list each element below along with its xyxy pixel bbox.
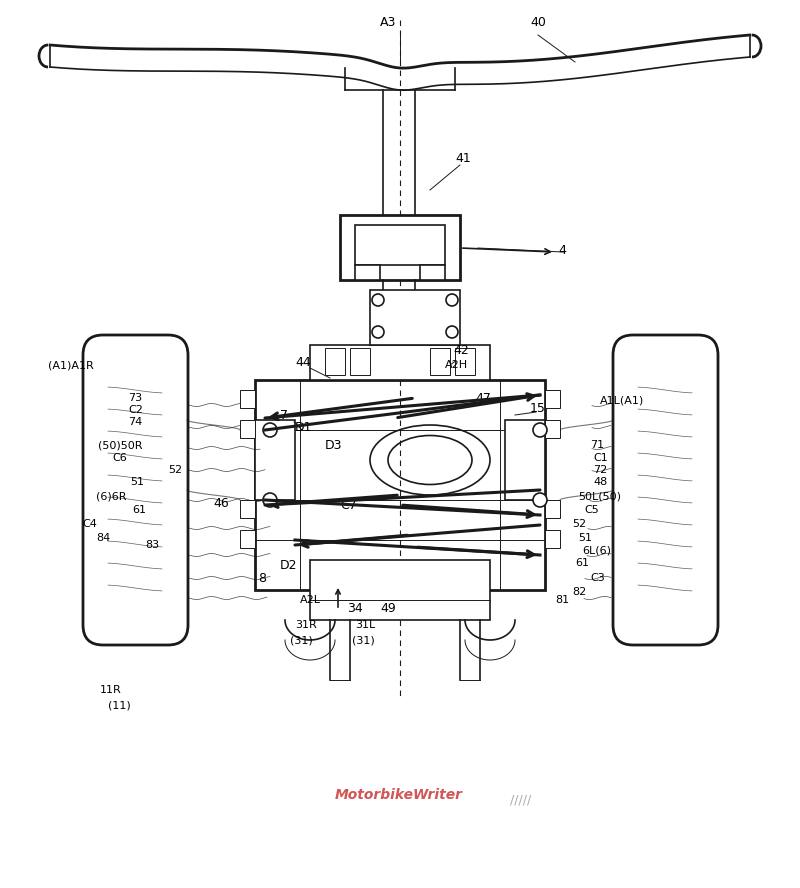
Text: 47: 47: [475, 392, 491, 405]
Bar: [545, 500, 560, 518]
Text: 83: 83: [145, 540, 159, 550]
Text: (A1)A1R: (A1)A1R: [48, 360, 94, 370]
Text: A3: A3: [380, 15, 396, 28]
Text: 41: 41: [455, 152, 470, 164]
Text: A1L(A1): A1L(A1): [600, 395, 644, 405]
Text: C1: C1: [593, 453, 608, 463]
Text: 74: 74: [128, 417, 142, 427]
Bar: [355, 265, 380, 280]
Text: 73: 73: [128, 393, 142, 403]
Text: 44: 44: [295, 355, 310, 369]
Circle shape: [263, 493, 277, 507]
Text: C3: C3: [590, 573, 605, 583]
Text: 31L: 31L: [355, 620, 375, 630]
FancyBboxPatch shape: [613, 335, 718, 645]
Text: 81: 81: [555, 595, 569, 605]
Circle shape: [372, 326, 384, 338]
Text: C5: C5: [584, 505, 598, 515]
Circle shape: [533, 493, 547, 507]
Bar: [240, 500, 255, 518]
Text: A2H: A2H: [445, 360, 468, 370]
Circle shape: [533, 423, 547, 437]
Text: D2: D2: [280, 559, 298, 572]
Text: C7: C7: [340, 498, 357, 511]
Text: D3: D3: [325, 439, 342, 451]
Bar: [545, 530, 560, 548]
Text: 84: 84: [96, 533, 110, 543]
Bar: [240, 420, 255, 438]
Text: A2L: A2L: [300, 595, 321, 605]
Bar: [545, 390, 560, 408]
Circle shape: [446, 294, 458, 306]
Text: 48: 48: [593, 477, 607, 487]
FancyBboxPatch shape: [83, 335, 188, 645]
Bar: [240, 390, 255, 408]
Text: 61: 61: [132, 505, 146, 515]
Text: 52: 52: [168, 465, 182, 475]
Bar: [340, 215, 460, 280]
Text: 15: 15: [530, 401, 546, 415]
Bar: [310, 380, 490, 440]
Text: D1: D1: [295, 421, 313, 433]
Text: 11R: 11R: [100, 685, 122, 695]
Bar: [255, 420, 295, 500]
Circle shape: [446, 326, 458, 338]
Text: 82: 82: [572, 587, 586, 597]
Text: 8: 8: [258, 572, 266, 584]
Bar: [455, 348, 475, 375]
Text: 61: 61: [575, 558, 589, 568]
Text: 51: 51: [578, 533, 592, 543]
Text: 4: 4: [558, 243, 566, 257]
Text: (31): (31): [290, 635, 313, 645]
Bar: [255, 380, 545, 590]
Text: 6L(6): 6L(6): [582, 545, 611, 555]
Text: 42: 42: [453, 344, 469, 356]
Circle shape: [263, 423, 277, 437]
Text: (6)6R: (6)6R: [96, 491, 126, 501]
Bar: [545, 420, 560, 438]
Text: 7: 7: [280, 408, 288, 422]
Circle shape: [372, 294, 384, 306]
Text: 50L(50): 50L(50): [578, 491, 621, 501]
Text: (31): (31): [352, 635, 374, 645]
Bar: [350, 348, 370, 375]
Text: 40: 40: [530, 15, 546, 28]
Bar: [310, 345, 490, 380]
Bar: [420, 265, 445, 280]
Text: 72: 72: [593, 465, 607, 475]
Text: (50)50R: (50)50R: [98, 440, 142, 450]
Bar: [370, 290, 460, 345]
Text: C4: C4: [82, 519, 97, 529]
Text: 51: 51: [130, 477, 144, 487]
Bar: [505, 420, 545, 500]
Text: 52: 52: [572, 519, 586, 529]
Text: C2: C2: [128, 405, 143, 415]
Text: /////: /////: [510, 794, 531, 806]
Bar: [355, 225, 445, 265]
Bar: [240, 530, 255, 548]
Bar: [310, 560, 490, 620]
Text: C6: C6: [112, 453, 126, 463]
Text: (11): (11): [108, 700, 130, 710]
Bar: [430, 348, 450, 375]
Text: MotorbikeWriter: MotorbikeWriter: [335, 788, 463, 802]
Text: 46: 46: [213, 496, 229, 510]
Text: 31R: 31R: [295, 620, 317, 630]
Text: 49: 49: [380, 601, 396, 614]
Text: 71: 71: [590, 440, 604, 450]
Bar: [325, 348, 345, 375]
Text: 34: 34: [347, 601, 362, 614]
